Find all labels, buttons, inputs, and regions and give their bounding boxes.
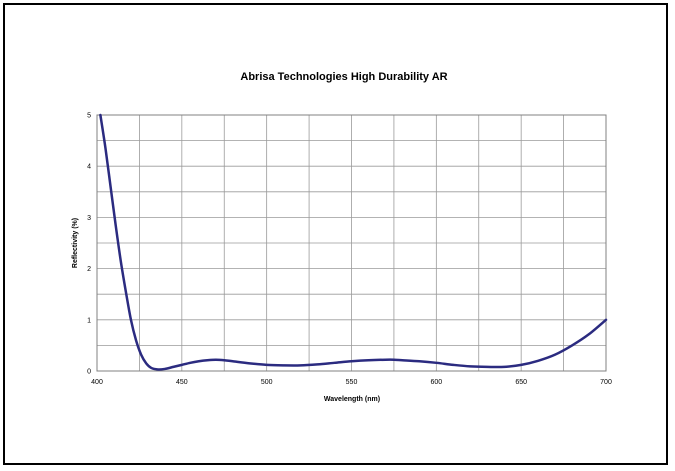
x-tick-label: 550	[346, 379, 358, 386]
chart-frame	[3, 3, 668, 465]
grid	[96, 114, 607, 372]
y-tick-label: 1	[87, 317, 91, 324]
y-tick-label: 2	[87, 266, 91, 273]
x-tick-label: 600	[430, 379, 442, 386]
x-tick-label: 400	[91, 379, 103, 386]
y-tick-label: 3	[87, 215, 91, 222]
reflectivity-curve	[99, 113, 608, 371]
plot-area-border	[96, 114, 607, 372]
y-tick-label: 0	[87, 369, 91, 376]
chart-title: Abrisa Technologies High Durability AR	[240, 71, 447, 83]
x-tick-label: 650	[515, 379, 527, 386]
y-tick-label: 5	[87, 113, 91, 120]
x-tick-label: 500	[261, 379, 273, 386]
y-axis-label: Reflectivity (%)	[72, 218, 79, 268]
x-tick-label: 450	[176, 379, 188, 386]
y-tick-label: 4	[87, 164, 91, 171]
tick-labels: 400 450 500 550 600 650 700 0 1 2 3 4 5	[87, 113, 612, 387]
x-tick-label: 700	[600, 379, 612, 386]
x-axis-label: Wavelength (nm)	[324, 396, 380, 403]
